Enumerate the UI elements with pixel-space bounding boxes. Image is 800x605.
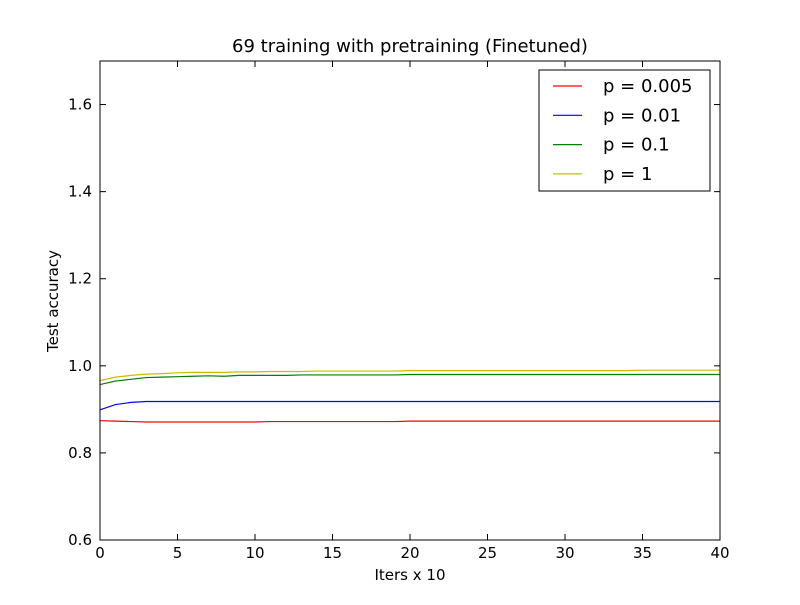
legend-label: p = 1 [603,164,652,185]
legend-label: p = 0.1 [603,135,670,156]
chart-title: 69 training with pretraining (Finetuned) [232,36,588,57]
legend-label: p = 0.01 [603,105,681,126]
x-tick-label: 0 [95,544,105,562]
x-tick-label: 15 [323,544,342,562]
y-tick-label: 1.6 [68,96,92,114]
y-tick-label: 0.8 [68,444,92,462]
plot-frame [99,60,721,541]
series-layer [99,369,720,423]
x-tick-label: 40 [710,544,729,562]
legend-box [538,69,711,192]
y-tick-label: 1.4 [68,183,92,201]
x-axis-label: Iters x 10 [374,566,445,584]
series-line-2 [99,373,720,386]
series-line-3 [99,369,720,382]
x-tick-label: 30 [555,544,574,562]
legend-label: p = 0.005 [603,76,692,97]
x-tick-label: 5 [173,544,183,562]
y-tick-label: 1.0 [68,357,92,375]
x-tick-label: 35 [633,544,652,562]
series-line-0 [99,420,720,423]
legend: p = 0.005 p = 0.01 p = 0.1 p = 1 [538,69,711,192]
x-tick-label: 10 [245,544,264,562]
y-tick-label: 0.6 [68,531,92,549]
x-tick-label: 20 [400,544,419,562]
y-tick-label: 1.2 [68,270,92,288]
series-line-1 [99,400,720,411]
tick-layer: 0 5 10 15 20 25 30 35 40 0.6 0.8 1.0 1.2 1.4 1.6 [68,61,730,562]
y-axis-label: Test accuracy [44,250,62,353]
x-tick-label: 25 [478,544,497,562]
